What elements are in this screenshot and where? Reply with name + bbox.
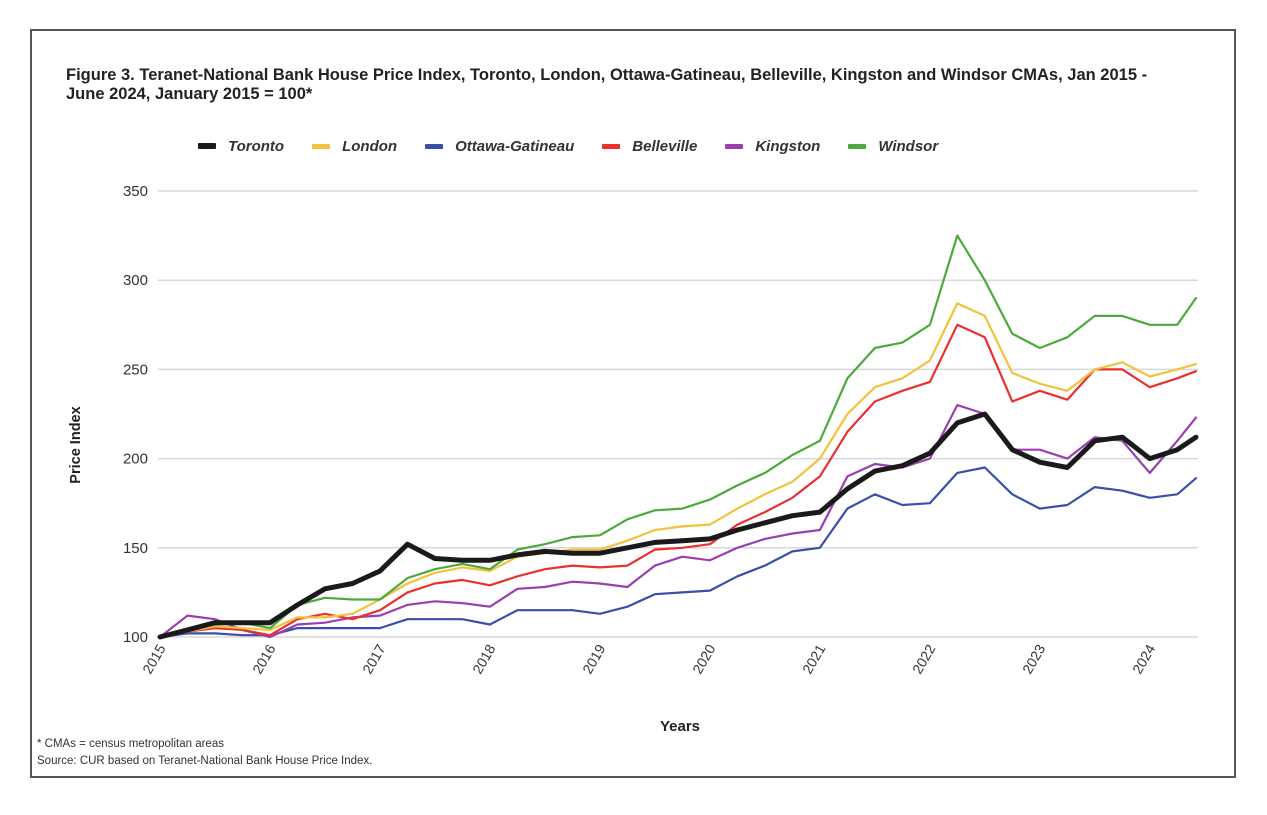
footnote: * CMAs = census metropolitan areas: [37, 738, 224, 750]
legend-item-belleville: Belleville: [602, 138, 697, 155]
legend-label-kingston: Kingston: [755, 137, 821, 155]
legend: Toronto London Ottawa-Gatineau Bellevill…: [198, 136, 966, 156]
legend-swatch-windsor: [848, 143, 867, 149]
y-tick-label: 300: [123, 272, 148, 289]
x-tick-label: 2023: [1019, 641, 1049, 676]
y-axis-label: Price Index: [68, 406, 84, 484]
x-axis-label: Years: [659, 718, 701, 735]
legend-item-toronto: Toronto: [198, 138, 284, 155]
y-axis-ticks: 100 150 200 250 300 350: [123, 183, 148, 646]
series-line-toronto: [157, 411, 1199, 640]
figure-frame: [30, 29, 1236, 778]
legend-item-london: London: [312, 138, 397, 155]
y-tick-label: 250: [123, 361, 148, 378]
x-tick-label: 2021: [799, 641, 829, 676]
legend-item-kingston: Kingston: [725, 138, 820, 155]
x-tick-label: 2020: [689, 641, 719, 676]
y-tick-label: 100: [123, 629, 148, 646]
legend-label-toronto: Toronto: [228, 137, 285, 155]
legend-label-windsor: Windsor: [878, 137, 939, 155]
series-line-kingston: [158, 404, 1198, 639]
series-line-belleville: [158, 323, 1198, 639]
x-axis-ticks: 2015 2016 2017 2018 2019 2020 2021 2022 2023 2024: [139, 641, 1158, 676]
series-lines: [157, 234, 1199, 640]
x-tick-label: 2019: [579, 641, 609, 676]
legend-swatch-toronto: [198, 143, 216, 149]
x-tick-label: 2018: [469, 641, 499, 676]
source-note: Source: CUR based on Teranet-National Ba…: [37, 755, 373, 767]
legend-swatch-kingston: [725, 143, 744, 149]
legend-label-belleville: Belleville: [632, 137, 698, 155]
legend-item-windsor: Windsor: [848, 138, 938, 155]
y-tick-label: 350: [123, 183, 148, 200]
legend-item-ottawa-gatineau: Ottawa-Gatineau: [425, 138, 574, 155]
legend-swatch-ottawa-gatineau: [425, 143, 444, 149]
x-tick-label: 2024: [1129, 641, 1159, 676]
legend-swatch-belleville: [602, 143, 621, 149]
x-tick-label: 2022: [909, 641, 939, 676]
gridlines: [158, 190, 1198, 638]
legend-swatch-london: [312, 143, 331, 149]
legend-label-ottawa-gatineau: Ottawa-Gatineau: [455, 137, 575, 155]
x-tick-label: 2016: [249, 641, 279, 676]
series-line-london: [158, 302, 1198, 639]
series-line-windsor: [158, 234, 1198, 639]
y-tick-label: 150: [123, 540, 148, 557]
chart-title: Figure 3. Teranet-National Bank House Pr…: [66, 66, 1148, 103]
y-tick-label: 200: [123, 451, 148, 468]
series-line-ottawa-gatineau: [158, 466, 1198, 639]
legend-label-london: London: [342, 137, 398, 155]
x-tick-label: 2017: [359, 641, 389, 676]
x-tick-label: 2015: [139, 641, 169, 676]
